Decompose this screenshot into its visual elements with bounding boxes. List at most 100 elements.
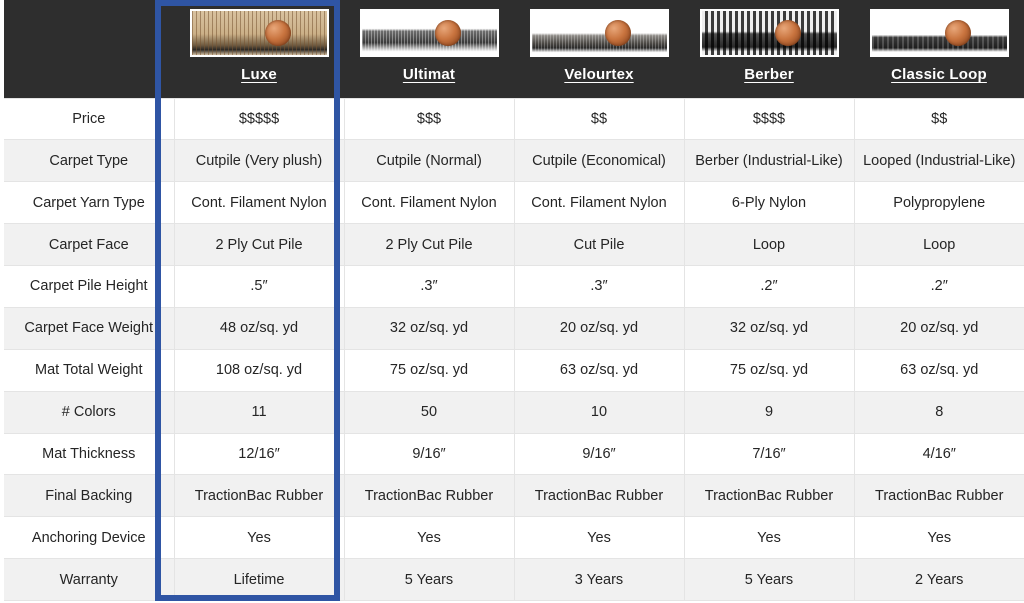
table-row: Warranty Lifetime 5 Years 3 Years 5 Years 2 Y… <box>4 558 1024 601</box>
thumb-wrap-luxe <box>174 0 344 57</box>
cell-ultimat: Cont. Filament Nylon <box>343 181 515 225</box>
cell-ultimat: $$$ <box>343 97 515 141</box>
cell-classic-loop: 2 Years <box>853 558 1024 601</box>
cell-berber: $$$$ <box>683 97 855 141</box>
row-label: Carpet Type <box>4 139 175 183</box>
cell-classic-loop: 63 oz/sq. yd <box>853 348 1024 392</box>
cell-velourtex: TractionBac Rubber <box>513 474 685 518</box>
row-label: Final Backing <box>4 474 175 518</box>
product-header-luxe[interactable]: Luxe <box>174 0 344 98</box>
cell-ultimat: 50 <box>343 390 515 434</box>
cell-luxe: Yes <box>173 516 345 560</box>
penny-scale-icon <box>605 20 632 46</box>
thumb-wrap-berber <box>684 0 854 57</box>
carpet-texture <box>531 11 667 55</box>
cell-luxe: Cutpile (Very plush) <box>173 139 345 183</box>
product-comparison-table: Luxe Ultimat <box>4 0 1024 601</box>
table-row: Carpet Yarn Type Cont. Filament Nylon Cont… <box>4 181 1024 225</box>
cell-luxe: TractionBac Rubber <box>173 474 345 518</box>
cell-classic-loop: Polypropylene <box>853 181 1024 225</box>
carpet-texture <box>871 11 1007 55</box>
header-row: Luxe Ultimat <box>4 0 1024 98</box>
cell-velourtex: 9/16″ <box>513 432 685 476</box>
cell-classic-loop: $$ <box>853 97 1024 141</box>
cell-ultimat: Cutpile (Normal) <box>343 139 515 183</box>
cell-velourtex: 20 oz/sq. yd <box>513 306 685 350</box>
table-row: Final Backing TractionBac Rubber TractionB… <box>4 474 1024 518</box>
cell-berber: Yes <box>683 516 855 560</box>
cell-luxe: Lifetime <box>173 558 345 601</box>
product-name-link[interactable]: Berber <box>744 66 794 83</box>
row-label: Carpet Face <box>4 223 175 266</box>
product-name-link[interactable]: Luxe <box>241 66 277 83</box>
carpet-texture <box>361 11 497 55</box>
cell-berber: 75 oz/sq. yd <box>683 348 855 392</box>
table-header: Luxe Ultimat <box>4 0 1024 98</box>
cell-velourtex: Yes <box>513 516 685 560</box>
penny-scale-icon <box>945 20 972 46</box>
cell-berber: Loop <box>683 223 855 266</box>
thumb-wrap-velourtex <box>514 0 684 57</box>
carpet-texture <box>701 11 837 55</box>
row-label: Warranty <box>4 558 175 601</box>
product-header-velourtex[interactable]: Velourtex <box>514 0 684 98</box>
carpet-swatch-classicloop-image <box>869 9 1009 57</box>
row-label: Carpet Yarn Type <box>4 181 175 225</box>
cell-ultimat: 5 Years <box>343 558 515 601</box>
cell-luxe: .5″ <box>173 265 345 308</box>
product-header-classic-loop[interactable]: Classic Loop <box>854 0 1024 98</box>
cell-ultimat: 75 oz/sq. yd <box>343 348 515 392</box>
table-row: Mat Total Weight 108 oz/sq. yd 75 oz/sq. y… <box>4 348 1024 392</box>
cell-classic-loop: TractionBac Rubber <box>853 474 1024 518</box>
cell-berber: 7/16″ <box>683 432 855 476</box>
cell-berber: .2″ <box>683 265 855 308</box>
cell-luxe: 12/16″ <box>173 432 345 476</box>
row-label: Anchoring Device <box>4 516 175 560</box>
table-row: # Colors 11 50 10 9 8 <box>4 390 1024 434</box>
penny-scale-icon <box>265 20 292 46</box>
carpet-texture <box>191 11 327 55</box>
cell-classic-loop: 8 <box>853 390 1024 434</box>
table-row: Carpet Type Cutpile (Very plush) Cutpile (… <box>4 139 1024 183</box>
product-name-link[interactable]: Velourtex <box>564 66 634 83</box>
row-label: Carpet Face Weight <box>4 306 175 350</box>
cell-berber: Berber (Industrial-Like) <box>683 139 855 183</box>
product-header-ultimat[interactable]: Ultimat <box>344 0 514 98</box>
cell-velourtex: $$ <box>513 97 685 141</box>
cell-velourtex: 3 Years <box>513 558 685 601</box>
cell-classic-loop: 4/16″ <box>853 432 1024 476</box>
product-header-berber[interactable]: Berber <box>684 0 854 98</box>
cell-velourtex: 10 <box>513 390 685 434</box>
product-name-link[interactable]: Classic Loop <box>891 66 987 83</box>
table-row: Mat Thickness 12/16″ 9/16″ 9/16″ 7/16″ 4/16″ <box>4 432 1024 476</box>
cell-luxe: 11 <box>173 390 345 434</box>
cell-ultimat: 9/16″ <box>343 432 515 476</box>
cell-classic-loop: Loop <box>853 223 1024 266</box>
row-label: # Colors <box>4 390 175 434</box>
cell-ultimat: Yes <box>343 516 515 560</box>
table-row: Carpet Face 2 Ply Cut Pile 2 Ply Cut Pile C… <box>4 223 1024 266</box>
table-row: Carpet Pile Height .5″ .3″ .3″ .2″ .2″ <box>4 265 1024 308</box>
cell-berber: TractionBac Rubber <box>683 474 855 518</box>
cell-ultimat: 32 oz/sq. yd <box>343 306 515 350</box>
table-row: Price $$$$$ $$$ $$ $$$$ $$ <box>4 97 1024 141</box>
thumb-wrap-classic-loop <box>854 0 1024 57</box>
thumb-wrap-ultimat <box>344 0 514 57</box>
cell-berber: 6-Ply Nylon <box>683 181 855 225</box>
product-name-link[interactable]: Ultimat <box>402 66 456 83</box>
carpet-swatch-velourtex-image <box>529 9 669 57</box>
cell-classic-loop: .2″ <box>853 265 1024 308</box>
cell-velourtex: 63 oz/sq. yd <box>513 348 685 392</box>
cell-velourtex: Cutpile (Economical) <box>513 139 685 183</box>
row-label: Price <box>4 97 175 141</box>
table-body: Price $$$$$ $$$ $$ $$$$ $$ Carpet Type Cutpile … <box>4 97 1024 601</box>
cell-classic-loop: Looped (Industrial-Like) <box>853 139 1024 183</box>
cell-ultimat: TractionBac Rubber <box>343 474 515 518</box>
header-corner-cell <box>4 0 174 98</box>
cell-luxe: 108 oz/sq. yd <box>173 348 345 392</box>
cell-luxe: 48 oz/sq. yd <box>173 306 345 350</box>
cell-velourtex: Cut Pile <box>513 223 685 266</box>
cell-luxe: 2 Ply Cut Pile <box>173 223 345 266</box>
row-label: Carpet Pile Height <box>4 265 175 308</box>
